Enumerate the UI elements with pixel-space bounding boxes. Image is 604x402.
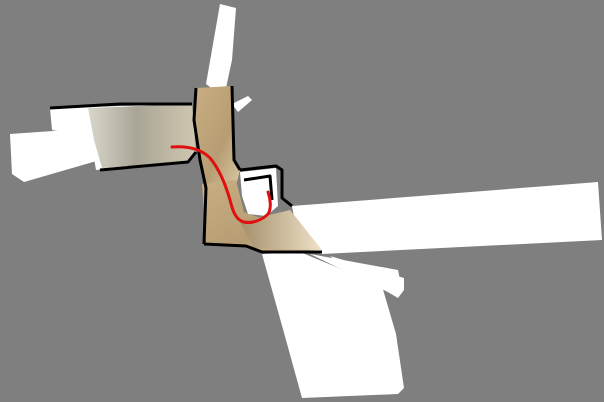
walls (49, 85, 322, 254)
wall-corridor-top (49, 102, 192, 110)
robot-trajectory (170, 145, 272, 224)
free-space-left-spur (10, 128, 104, 182)
wall-hallway-left (192, 87, 208, 245)
free-space-lower-fan (262, 252, 404, 398)
free-space-right-beam (292, 182, 602, 254)
free-space-beam-top (206, 4, 236, 90)
free-space (10, 4, 602, 398)
wall-room-bottom (203, 242, 322, 254)
free-space-lower-ray-2 (330, 256, 404, 298)
free-space-beam-small (232, 96, 252, 112)
wall-pocket-top (239, 164, 293, 208)
wall-pocket-inner (243, 174, 274, 201)
wall-hallway-right (230, 85, 242, 171)
hallway-texture (194, 86, 240, 188)
corridor-texture (88, 104, 196, 168)
wall-corridor-bottom (99, 151, 198, 172)
